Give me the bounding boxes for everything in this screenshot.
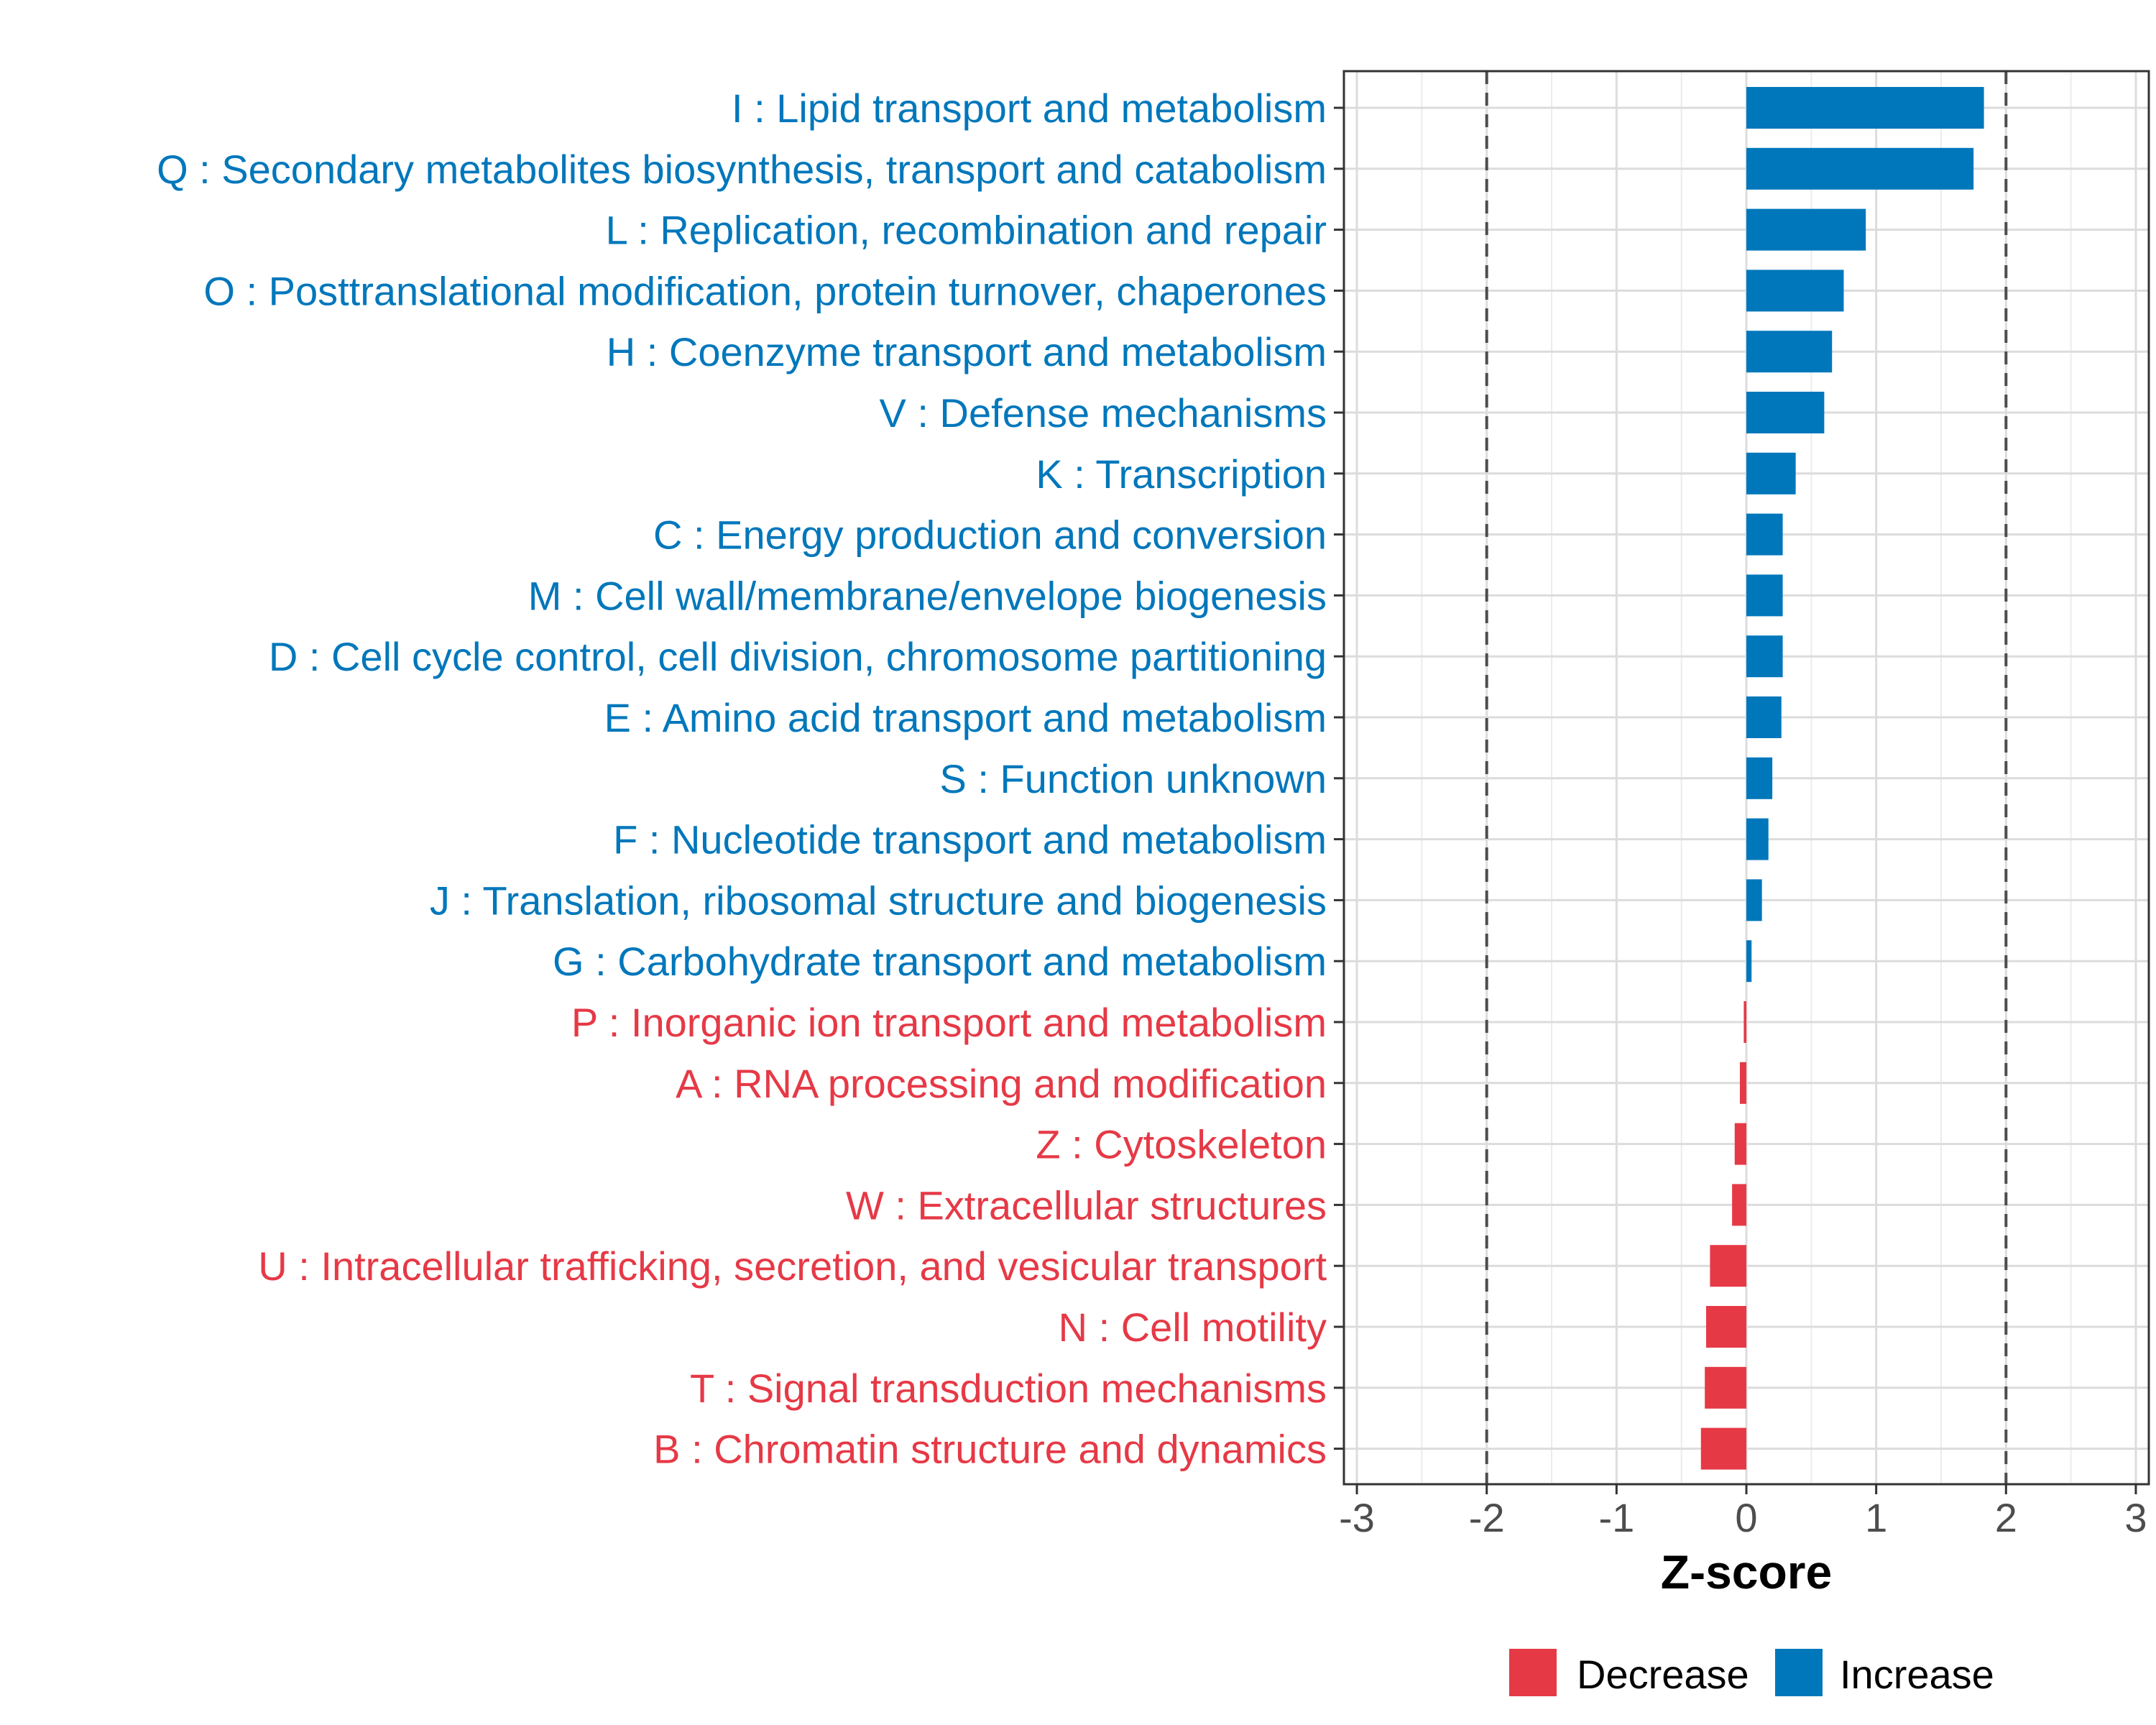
x-axis: -3 -2 -1 0 1 2 3 — [1339, 1484, 2147, 1540]
bar-increase — [1746, 513, 1783, 556]
bar-increase — [1746, 270, 1844, 312]
x-tick-label: -3 — [1339, 1495, 1375, 1540]
category-label: G : Carbohydrate transport and metabolis… — [553, 939, 1327, 984]
bar-increase — [1746, 757, 1773, 799]
category-label: J : Translation, ribosomal structure and… — [430, 878, 1327, 923]
legend-swatch-decrease — [1509, 1649, 1557, 1696]
category-label: P : Inorganic ion transport and metaboli… — [571, 1000, 1327, 1045]
bar-increase — [1746, 818, 1769, 860]
y-axis: I : Lipid transport and metabolism Q : Se… — [157, 86, 1344, 1472]
x-tick-label: 1 — [1865, 1495, 1887, 1540]
legend-label-increase: Increase — [1840, 1652, 1994, 1697]
bar-decrease — [1743, 1001, 1746, 1043]
category-label: D : Cell cycle control, cell division, c… — [269, 634, 1327, 679]
category-label: S : Function unknown — [939, 756, 1327, 801]
bar-decrease — [1732, 1184, 1746, 1226]
category-label: B : Chromatin structure and dynamics — [653, 1427, 1327, 1472]
category-label: N : Cell motility — [1059, 1305, 1327, 1350]
bar-decrease — [1739, 1062, 1746, 1104]
bar-increase — [1746, 392, 1825, 433]
legend-swatch-increase — [1775, 1649, 1823, 1696]
category-label: I : Lipid transport and metabolism — [732, 86, 1327, 131]
x-tick-label: -2 — [1469, 1495, 1505, 1540]
bar-decrease — [1706, 1306, 1746, 1348]
x-tick-label: 3 — [2124, 1495, 2147, 1540]
category-label: C : Energy production and conversion — [653, 512, 1327, 558]
x-tick-label: -1 — [1598, 1495, 1634, 1540]
x-axis-title: Z-score — [1661, 1545, 1832, 1598]
bar-increase — [1746, 635, 1783, 678]
category-label: H : Coenzyme transport and metabolism — [607, 329, 1327, 374]
bar-increase — [1746, 147, 1974, 190]
category-label: T : Signal transduction mechanisms — [690, 1366, 1327, 1411]
bar-decrease — [1700, 1427, 1746, 1470]
bar-decrease — [1705, 1366, 1746, 1409]
category-label: Q : Secondary metabolites biosynthesis, … — [157, 147, 1327, 192]
bar-increase — [1746, 940, 1752, 983]
category-label: V : Defense mechanisms — [880, 390, 1327, 436]
category-label: L : Replication, recombination and repai… — [606, 208, 1327, 253]
bar-increase — [1746, 574, 1783, 617]
x-tick-label: 2 — [1995, 1495, 2017, 1540]
legend-label-decrease: Decrease — [1577, 1652, 1749, 1697]
category-label: E : Amino acid transport and metabolism — [604, 695, 1327, 740]
bar-increase — [1746, 452, 1796, 494]
bar-increase — [1746, 331, 1833, 373]
category-label: A : RNA processing and modification — [676, 1061, 1327, 1106]
x-tick-label: 0 — [1735, 1495, 1757, 1540]
category-label: K : Transcription — [1036, 451, 1327, 497]
legend: Decrease Increase — [1509, 1649, 1994, 1697]
bars — [1700, 87, 1984, 1470]
category-label: Z : Cytoskeleton — [1036, 1122, 1327, 1167]
bar-increase — [1746, 696, 1782, 738]
bar-increase — [1746, 879, 1762, 921]
category-label: W : Extracellular structures — [846, 1182, 1327, 1228]
category-label: M : Cell wall/membrane/envelope biogenes… — [528, 573, 1327, 618]
bar-decrease — [1734, 1123, 1746, 1165]
bar-decrease — [1710, 1245, 1746, 1287]
bar-increase — [1746, 208, 1866, 251]
category-label: F : Nucleotide transport and metabolism — [613, 817, 1327, 862]
category-label: O : Posttranslational modification, prot… — [203, 268, 1327, 313]
category-label: U : Intracellular trafficking, secretion… — [258, 1243, 1327, 1289]
bar-increase — [1746, 87, 1984, 129]
